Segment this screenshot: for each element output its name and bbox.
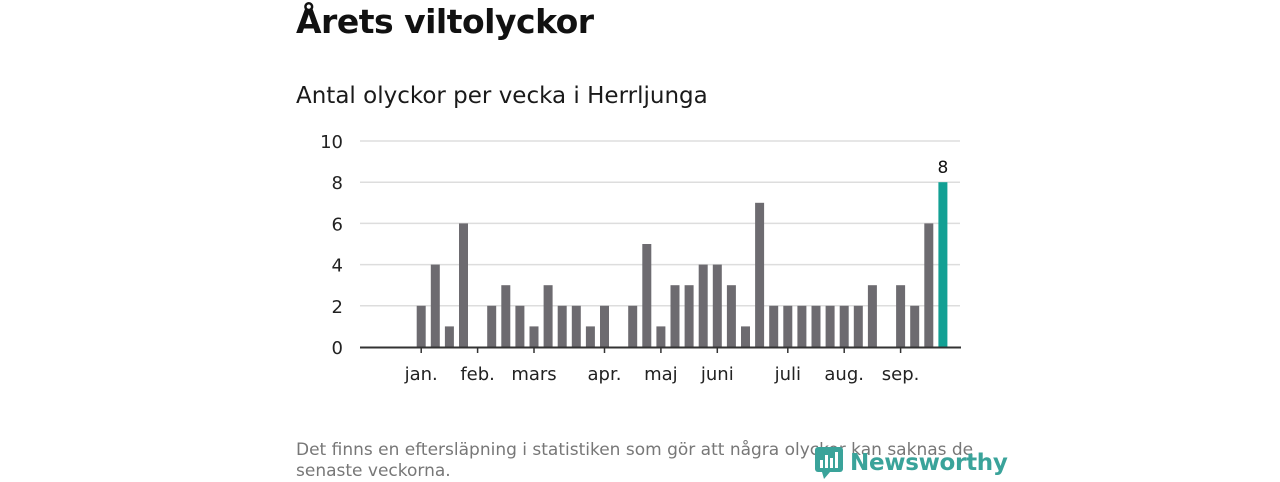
x-tick-label: maj <box>644 364 678 385</box>
bar <box>769 305 779 347</box>
bar <box>896 285 906 347</box>
bar <box>726 285 736 347</box>
bar <box>825 305 835 347</box>
highlight-bar <box>938 182 948 347</box>
bar <box>557 305 567 347</box>
bar <box>656 326 666 347</box>
y-tick-label: 6 <box>332 214 343 235</box>
bar <box>924 223 934 347</box>
bar <box>501 285 511 347</box>
bar <box>459 223 468 347</box>
bar <box>571 305 581 347</box>
x-tick-label: jan. <box>404 364 438 385</box>
bar <box>487 305 497 347</box>
bar <box>642 244 652 347</box>
x-tick-label: sep. <box>882 364 920 385</box>
bar <box>430 264 440 347</box>
x-tick-label: juni <box>700 364 734 385</box>
bar <box>797 305 807 347</box>
bar <box>444 326 454 347</box>
y-tick-label: 4 <box>332 256 343 277</box>
bar <box>628 305 638 347</box>
x-tick-label: feb. <box>460 364 495 385</box>
bar <box>585 326 595 347</box>
y-tick-label: 8 <box>332 173 343 194</box>
brand-name: Newsworthy <box>850 450 1008 476</box>
bar <box>741 326 750 347</box>
bar <box>543 285 553 347</box>
x-tick-label: apr. <box>588 364 622 385</box>
weekly-accidents-bar-chart: 0 2 4 6 8 10 jan. feb. mars apr. maj juni juli aug. se… <box>320 132 961 385</box>
highlight-data-label: 8 <box>937 158 948 178</box>
bar <box>811 305 821 347</box>
page-title: Årets viltolyckor <box>296 2 594 41</box>
bar <box>515 305 525 347</box>
x-tick-label: juli <box>774 364 801 385</box>
bar <box>867 285 877 347</box>
chart-subtitle: Antal olyckor per vecka i Herrljunga <box>296 83 708 109</box>
bar <box>839 305 849 347</box>
bar <box>853 305 863 347</box>
bar <box>783 305 793 347</box>
y-tick-label: 10 <box>320 132 343 153</box>
bar <box>712 264 722 347</box>
bar <box>670 285 680 347</box>
x-tick-label: aug. <box>824 364 864 385</box>
x-tick-label: mars <box>511 364 556 385</box>
bar <box>416 305 426 347</box>
bar <box>910 305 920 347</box>
y-tick-label: 0 <box>332 338 343 359</box>
lag-footnote: Det finns en eftersläpning i statistiken… <box>296 440 974 481</box>
newsworthy-logo-icon <box>815 447 843 479</box>
bar <box>755 202 765 347</box>
bar <box>698 264 708 347</box>
newsworthy-logo: Newsworthy <box>814 445 1008 481</box>
bar <box>684 285 694 347</box>
bar <box>600 305 609 347</box>
y-tick-label: 2 <box>332 297 343 318</box>
bar <box>529 326 539 347</box>
